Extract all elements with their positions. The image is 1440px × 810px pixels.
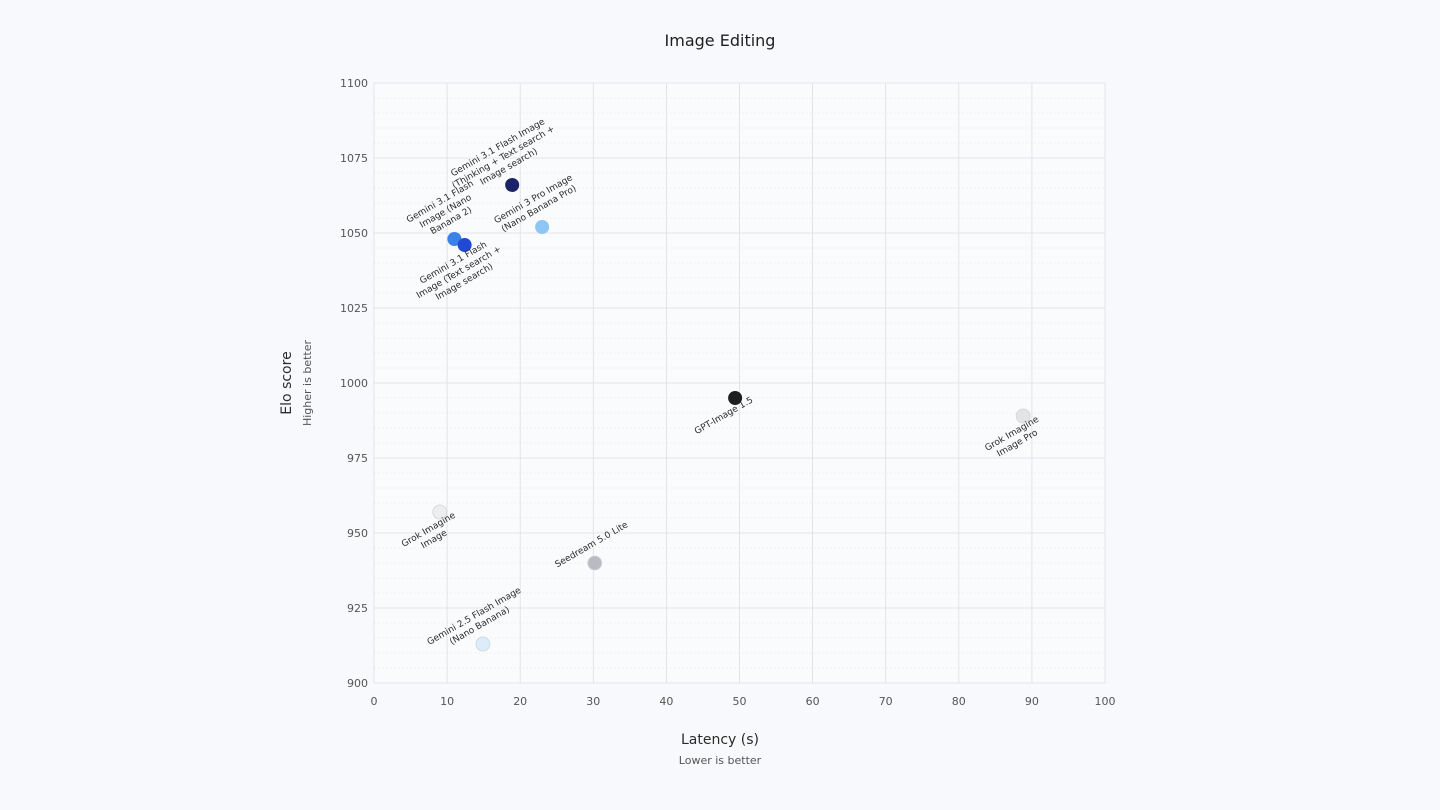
- x-tick-label: 30: [586, 695, 600, 708]
- data-point: [1015, 408, 1031, 424]
- y-tick-label: 925: [347, 602, 368, 615]
- data-point: [728, 391, 743, 405]
- x-axis-subtitle: Lower is better: [679, 754, 762, 767]
- x-tick-label: 50: [733, 695, 747, 708]
- y-tick-label: 1000: [340, 377, 368, 390]
- y-tick-label: 1050: [340, 227, 368, 240]
- data-point: [587, 555, 603, 571]
- x-tick-label: 40: [659, 695, 673, 708]
- x-axis-title: Latency (s): [681, 732, 759, 748]
- data-point: [505, 178, 520, 192]
- data-point: [447, 232, 462, 246]
- chart-title: Image Editing: [665, 31, 776, 50]
- x-tick-label: 0: [371, 695, 378, 708]
- data-point: [457, 238, 472, 252]
- x-tick-label: 100: [1095, 695, 1116, 708]
- grid: [373, 82, 1106, 684]
- y-axis-subtitle: Higher is better: [301, 340, 314, 426]
- data-point: [535, 220, 550, 234]
- x-tick-label: 70: [879, 695, 893, 708]
- y-tick-label: 975: [347, 452, 368, 465]
- x-tick-label: 80: [952, 695, 966, 708]
- y-tick-label: 900: [347, 677, 368, 690]
- y-axis-ticks: 900 925 950 975 1000 1025 1050 1075 1100: [340, 77, 368, 690]
- data-point: [432, 504, 448, 520]
- y-tick-label: 1100: [340, 77, 368, 90]
- y-tick-label: 1025: [340, 302, 368, 315]
- x-tick-label: 90: [1025, 695, 1039, 708]
- x-tick-label: 60: [806, 695, 820, 708]
- x-tick-label: 20: [513, 695, 527, 708]
- y-tick-label: 950: [347, 527, 368, 540]
- x-tick-label: 10: [440, 695, 454, 708]
- y-axis-title: Elo score: [279, 351, 295, 414]
- x-axis-ticks: 0 10 20 30 40 50 60 70 80 90 100: [371, 695, 1116, 708]
- y-tick-label: 1075: [340, 152, 368, 165]
- data-point: [475, 636, 491, 652]
